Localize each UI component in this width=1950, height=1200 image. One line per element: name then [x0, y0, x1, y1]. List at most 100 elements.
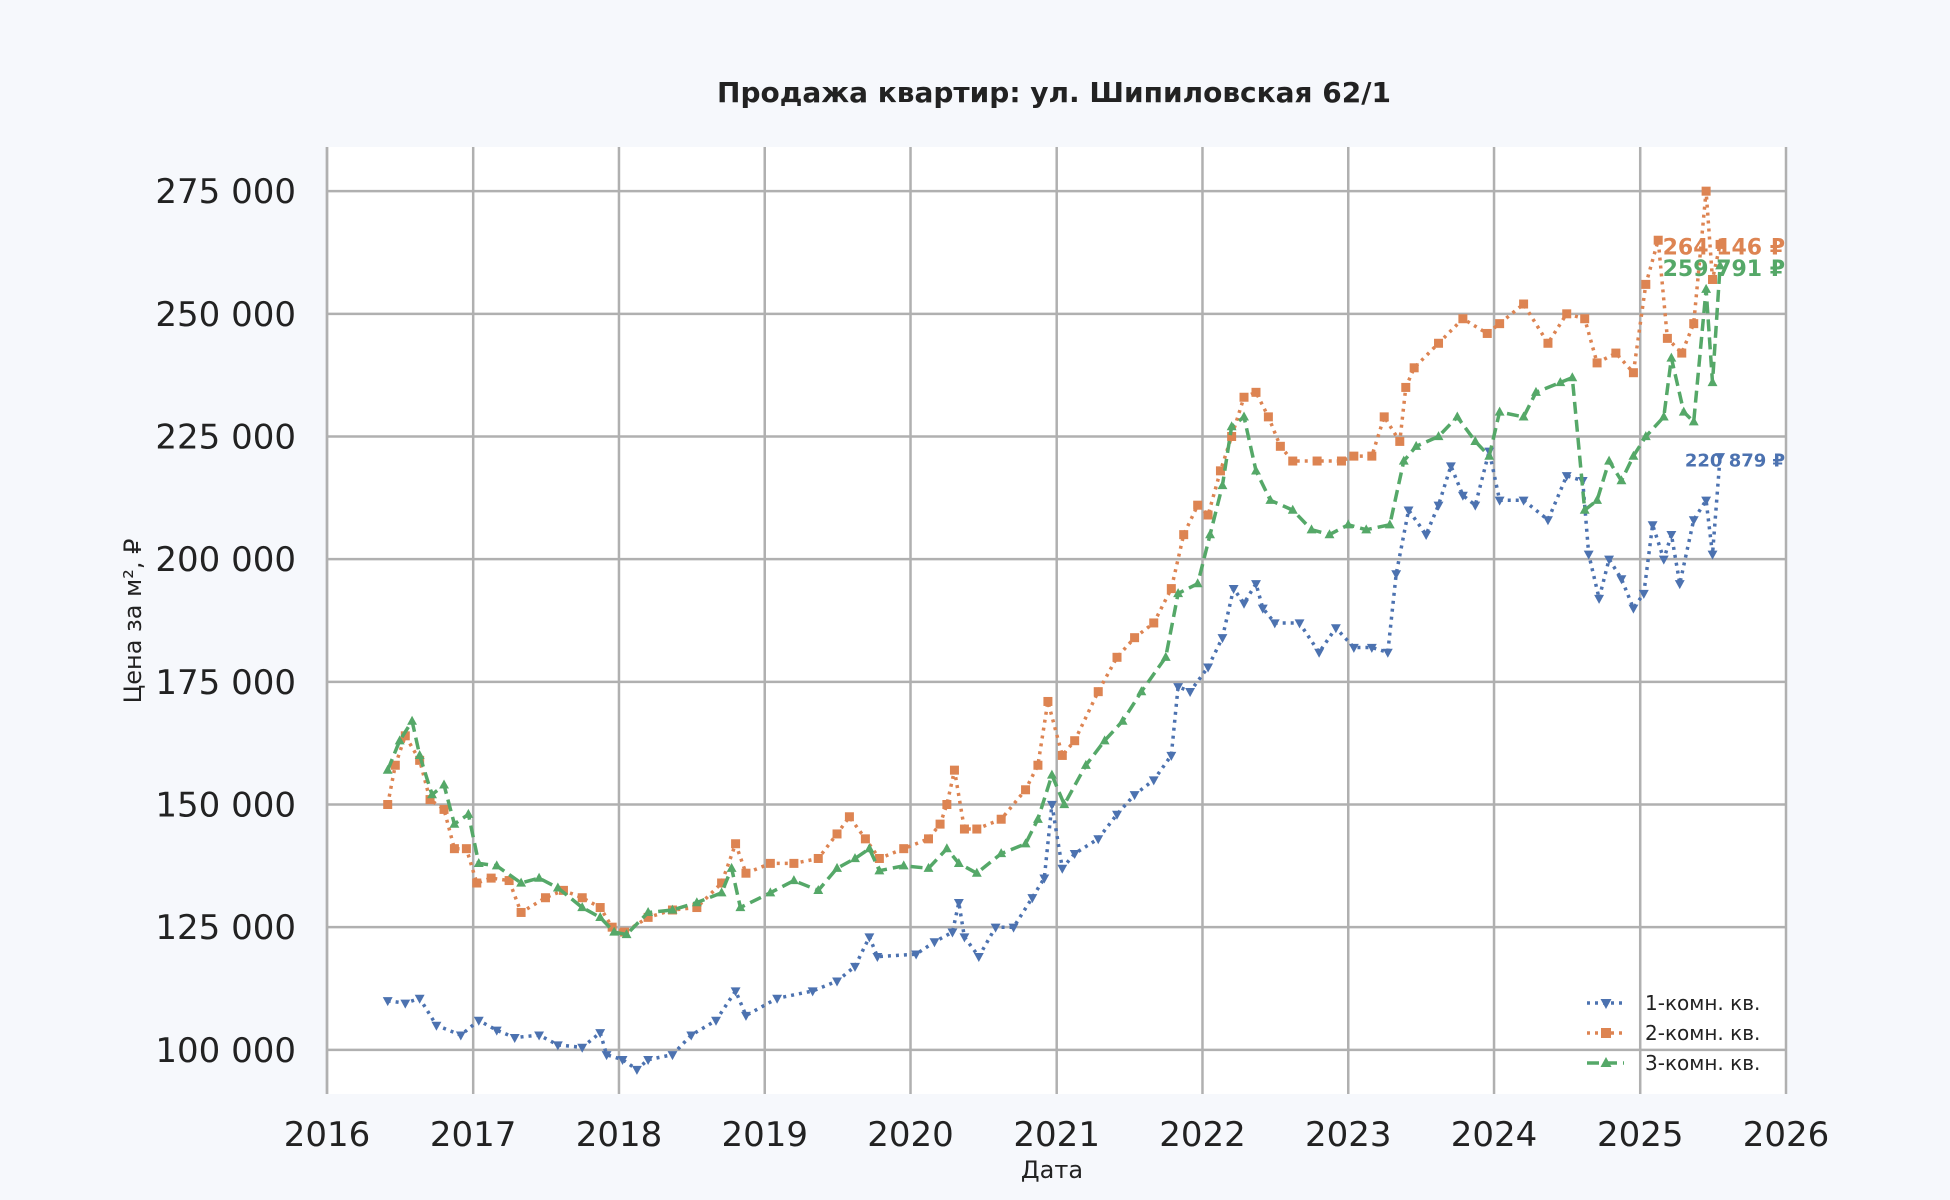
data-point: [1384, 519, 1395, 529]
data-point: [455, 1031, 466, 1041]
data-point: [990, 923, 1001, 933]
last-value-label: 264 146 ₽: [1663, 235, 1785, 260]
data-point: [691, 897, 702, 907]
data-point: [1707, 550, 1718, 560]
y-tick-label: 125 000: [155, 908, 296, 948]
data-point: [595, 903, 605, 913]
data-point: [1185, 688, 1196, 698]
data-point: [1203, 663, 1214, 673]
data-point: [1707, 377, 1718, 387]
data-point: [449, 844, 459, 854]
data-point: [1519, 299, 1529, 309]
x-tick-label: 2025: [1597, 1115, 1684, 1155]
data-point: [864, 843, 875, 853]
data-point: [911, 950, 922, 960]
data-point: [414, 750, 425, 760]
legend-label: 1-комн. кв.: [1645, 991, 1760, 1015]
data-point: [832, 829, 842, 839]
data-point: [1287, 504, 1298, 514]
data-point: [1059, 799, 1070, 809]
data-point: [577, 1043, 588, 1053]
data-point: [1070, 736, 1080, 746]
legend-marker: [1600, 999, 1612, 1009]
data-point: [1616, 575, 1627, 585]
data-point: [1046, 769, 1057, 779]
data-point: [953, 857, 964, 867]
series-layer: [382, 186, 1726, 1075]
x-tick-label: 2019: [721, 1115, 808, 1155]
data-point: [1484, 450, 1495, 460]
data-point: [620, 927, 630, 937]
data-point: [1173, 588, 1184, 598]
data-point: [1039, 874, 1050, 884]
data-point: [874, 865, 885, 875]
data-point: [949, 765, 959, 775]
data-point: [772, 994, 783, 1004]
data-point: [621, 929, 632, 939]
data-point: [1275, 441, 1285, 451]
data-point: [1611, 348, 1621, 358]
data-point: [1227, 431, 1237, 441]
data-point: [473, 1016, 484, 1026]
data-point: [577, 902, 588, 912]
data-point: [552, 1041, 563, 1051]
data-point: [898, 860, 909, 870]
x-tick-label: 2018: [576, 1115, 663, 1155]
data-point: [1401, 382, 1411, 392]
grid-lines: [325, 147, 1788, 1094]
data-point: [1495, 319, 1505, 329]
data-point: [601, 1051, 612, 1061]
data-point: [394, 735, 405, 745]
data-point: [972, 824, 982, 834]
data-point: [595, 1029, 606, 1039]
x-tick-label: 2026: [1743, 1115, 1830, 1155]
legend-label: 2-комн. кв.: [1645, 1021, 1760, 1045]
data-point: [1567, 372, 1578, 382]
data-point: [1628, 604, 1639, 614]
data-point: [1257, 604, 1268, 614]
data-point: [1136, 686, 1147, 696]
data-point: [1482, 328, 1492, 338]
data-point: [860, 834, 870, 844]
data-point: [1647, 521, 1658, 531]
data-point: [1148, 776, 1159, 786]
y-tick-label: 100 000: [155, 1031, 296, 1071]
data-point: [1628, 368, 1638, 378]
data-point: [1494, 496, 1505, 506]
data-point: [711, 1016, 721, 1026]
data-point: [1130, 633, 1140, 643]
data-point: [807, 987, 818, 997]
data-point: [382, 997, 393, 1007]
data-point: [643, 1056, 654, 1066]
data-point: [1688, 516, 1699, 526]
data-point: [1228, 585, 1239, 595]
data-point: [832, 862, 842, 872]
data-point: [1192, 578, 1203, 588]
data-point: [1411, 440, 1422, 450]
data-point: [1628, 450, 1639, 460]
data-point: [1239, 599, 1249, 609]
data-point: [1715, 453, 1726, 463]
data-point: [741, 868, 751, 878]
data-point: [1561, 472, 1572, 482]
data-point: [929, 938, 940, 948]
data-point: [1217, 480, 1228, 490]
data-point: [692, 903, 702, 913]
data-point: [1395, 436, 1405, 446]
data-point: [1701, 283, 1712, 293]
data-point: [874, 853, 884, 863]
data-point: [534, 1031, 545, 1041]
data-point: [1689, 319, 1699, 329]
data-point: [439, 779, 449, 789]
data-point: [439, 804, 449, 814]
data-point: [473, 857, 484, 867]
data-point: [1349, 451, 1359, 461]
data-point: [1434, 338, 1444, 348]
data-point: [1336, 456, 1346, 466]
data-point: [996, 848, 1007, 858]
last-value-label: 220 879 ₽: [1685, 451, 1785, 472]
legend-marker: [1601, 1028, 1611, 1038]
data-point: [1306, 524, 1317, 534]
data-point: [1562, 309, 1572, 319]
data-point: [1166, 751, 1177, 761]
